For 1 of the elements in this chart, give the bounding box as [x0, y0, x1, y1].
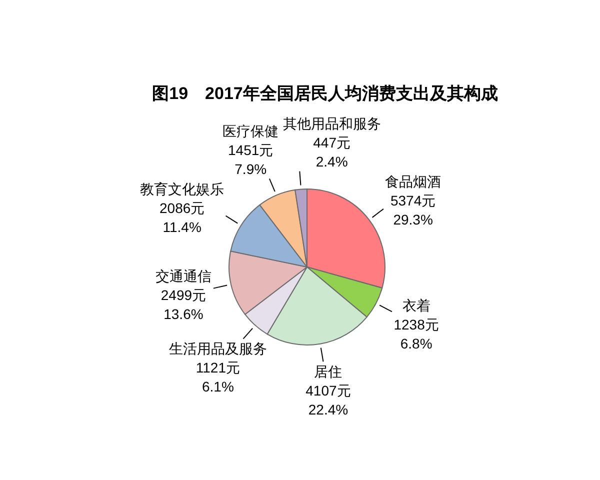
title: 图19 2017年全国居民人均消费支出及其构成: [152, 84, 498, 103]
